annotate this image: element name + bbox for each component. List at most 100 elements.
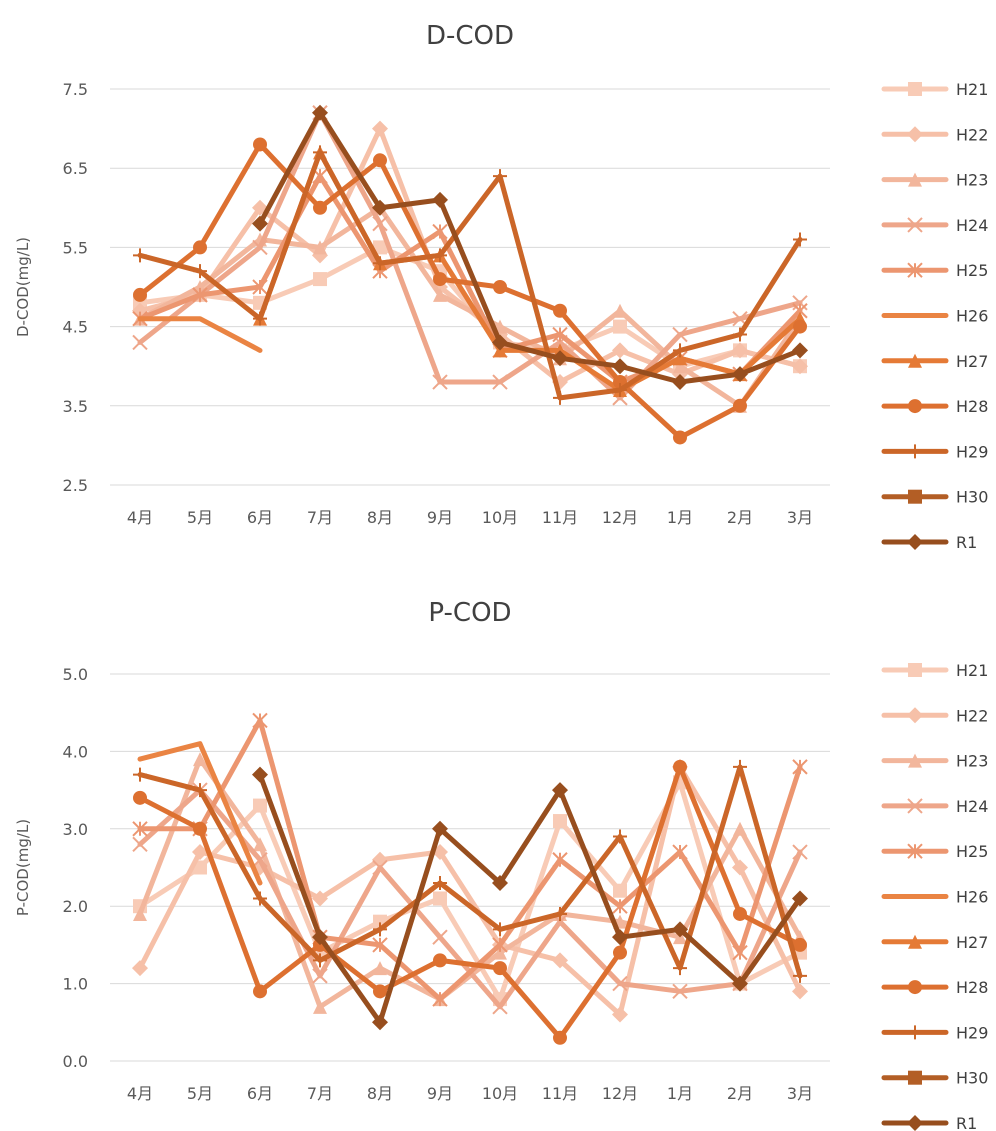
d-cod-series-r1	[252, 104, 808, 391]
p-cod-point-h21	[433, 891, 447, 906]
p-cod-point-h28	[553, 1030, 567, 1045]
p-cod-y-tick-label: 2.0	[63, 897, 88, 916]
p-cod-chart-title: P-COD	[428, 598, 511, 628]
p-cod-legend-marker	[908, 753, 922, 768]
d-cod-point-r1	[732, 366, 748, 383]
p-cod-y-tick-label: 5.0	[63, 665, 88, 684]
d-cod-point-h28	[553, 303, 567, 318]
d-cod-point-h24	[492, 374, 508, 390]
p-cod-point-h21	[613, 883, 627, 898]
p-cod-point-h24	[492, 999, 508, 1015]
p-cod-legend-item-h23: H23	[881, 752, 988, 771]
d-cod-legend-item-h29: H29	[881, 442, 988, 461]
d-cod-series-line-h23	[137, 205, 803, 409]
d-cod-point-h24	[252, 239, 268, 256]
p-cod-legend-label: H27	[956, 933, 988, 952]
p-cod-point-r1	[552, 782, 568, 799]
p-cod-legend-item-h27: H27	[881, 933, 988, 952]
p-cod-legend-label: H25	[956, 842, 988, 861]
d-cod-series-h22	[132, 120, 808, 391]
p-cod-point-r1	[432, 820, 448, 837]
d-cod-legend-item-h28: H28	[881, 397, 988, 416]
d-cod-point-h29	[673, 343, 687, 358]
d-cod-legend-label: H28	[956, 397, 988, 416]
p-cod-point-h24	[432, 929, 448, 945]
p-cod-x-tick-label: 2月	[727, 1084, 753, 1103]
p-cod-x-tick-label: 8月	[367, 1084, 393, 1103]
d-cod-point-h29	[613, 382, 627, 397]
d-cod-legend-item-h24: H24	[881, 216, 988, 235]
d-cod-x-tick-label: 4月	[127, 508, 153, 527]
p-cod-point-r1	[672, 921, 688, 938]
d-cod-point-r1	[252, 215, 268, 232]
p-cod-point-h29	[613, 829, 627, 844]
p-cod-point-h21	[553, 814, 567, 829]
d-cod-point-h23	[613, 303, 627, 318]
p-cod-legend-item-h28: H28	[881, 978, 988, 997]
d-cod-series-line-h25	[137, 173, 803, 385]
p-cod-point-h28	[133, 790, 147, 805]
d-cod-legend-item-h27: H27	[881, 352, 988, 371]
d-cod-legend-marker	[908, 172, 922, 187]
p-cod-x-tick-label: 1月	[667, 1084, 693, 1103]
d-cod-legend-marker	[908, 353, 922, 368]
p-cod-point-h25	[372, 937, 388, 953]
p-cod-point-h28	[613, 945, 627, 960]
d-cod-series-h29	[133, 145, 807, 405]
p-cod-point-r1	[612, 929, 628, 946]
d-cod-legend-label: H30	[956, 488, 988, 507]
d-cod-series-line-h26	[137, 316, 263, 353]
p-cod-legend-marker	[908, 1025, 922, 1040]
d-cod-legend-marker	[908, 82, 922, 96]
d-cod-point-r1	[372, 199, 388, 216]
d-cod-legend-marker	[907, 126, 923, 143]
d-cod-point-h29	[793, 232, 807, 247]
p-cod-series-line-h25	[137, 717, 803, 1002]
p-cod-legend-label: R1	[956, 1114, 977, 1131]
p-cod-point-h28	[793, 937, 807, 952]
p-cod-legend-item-h21: H21	[881, 661, 988, 680]
p-cod-legend-marker	[907, 798, 923, 814]
d-cod-point-h29	[493, 169, 507, 184]
p-cod-point-h24	[792, 844, 808, 860]
p-cod-point-h22	[792, 983, 808, 1000]
d-cod-legend-item-h26: H26	[881, 307, 988, 326]
d-cod-point-h28	[493, 280, 507, 294]
d-cod-legend-label: H25	[956, 261, 988, 280]
d-cod-legend-label: H24	[956, 216, 988, 235]
d-cod-y-tick-label: 6.5	[63, 159, 88, 178]
p-cod-y-tick-label: 0.0	[63, 1052, 88, 1071]
p-cod-legend-label: H29	[956, 1023, 988, 1042]
p-cod-point-h25	[492, 937, 508, 953]
p-cod-series-line-r1	[257, 772, 803, 1025]
d-cod-point-h24	[672, 326, 688, 343]
d-cod-legend-item-h22: H22	[881, 125, 988, 144]
p-cod-point-h25	[132, 821, 148, 837]
d-cod-x-tick-label: 11月	[542, 508, 578, 527]
d-cod-point-h28	[313, 200, 327, 215]
p-cod-point-h28	[193, 821, 207, 836]
p-cod-legend-label: H22	[956, 706, 988, 725]
d-cod-point-h29	[133, 248, 147, 263]
p-cod-point-h29	[253, 891, 267, 906]
d-cod-legend-item-h21: H21	[881, 80, 988, 99]
p-cod-point-h24	[372, 859, 388, 876]
p-cod-point-h23	[373, 961, 387, 976]
d-cod-series-line-r1	[257, 110, 803, 385]
p-cod-x-tick-label: 11月	[542, 1084, 578, 1103]
d-cod-point-h28	[373, 153, 387, 168]
p-cod-point-h29	[373, 922, 387, 937]
d-cod-x-tick-label: 3月	[787, 508, 813, 527]
p-cod-legend-marker	[908, 934, 922, 949]
d-cod-point-h25	[192, 287, 208, 303]
d-cod-point-h29	[553, 390, 567, 405]
p-cod-point-h25	[432, 991, 448, 1007]
d-cod-x-tick-label: 9月	[427, 508, 453, 527]
d-cod-point-h22	[732, 342, 748, 359]
p-cod-point-h22	[192, 844, 208, 861]
p-cod-x-tick-label: 3月	[787, 1084, 813, 1103]
d-cod-point-h24	[372, 215, 388, 232]
d-cod-point-h28	[253, 137, 267, 152]
p-cod-legend-marker	[907, 1115, 923, 1131]
d-cod-point-h21	[613, 319, 627, 334]
